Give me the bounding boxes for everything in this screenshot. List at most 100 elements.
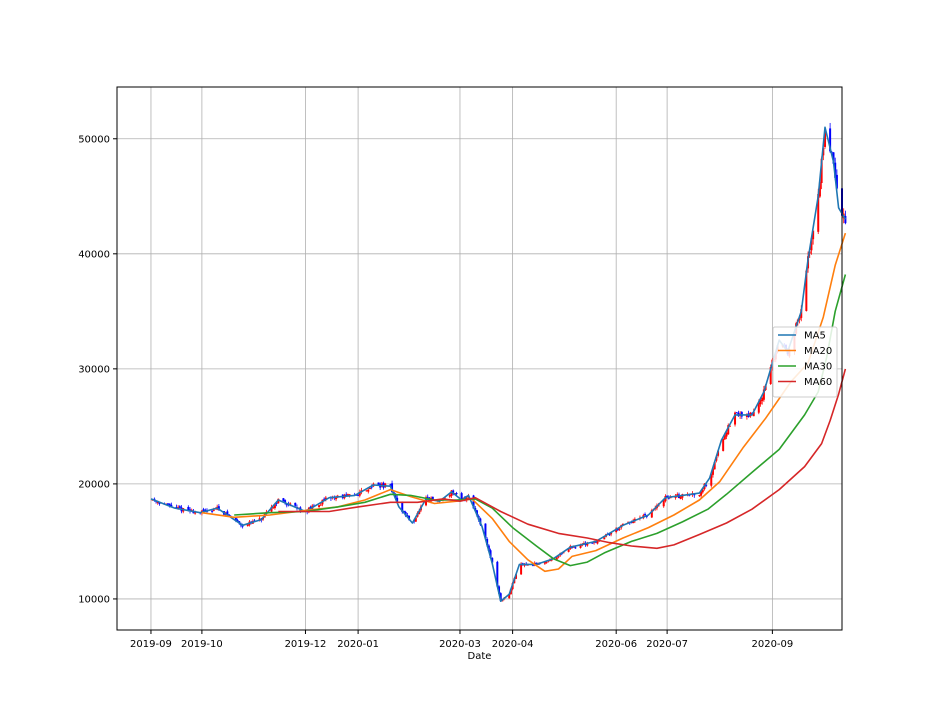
x-tick-label: 2019-10 [181, 639, 223, 650]
legend-label: MA5 [804, 331, 826, 342]
candle-body [217, 506, 220, 510]
candle-body [401, 501, 404, 512]
candle-body [272, 507, 275, 509]
candle-body [294, 502, 297, 506]
candle-body [662, 500, 665, 507]
x-axis-label: Date [468, 651, 492, 662]
candle-body [158, 502, 161, 504]
candle-body [757, 402, 760, 413]
candle-body [700, 491, 703, 496]
candle-body [812, 230, 815, 240]
candle-body [408, 515, 411, 520]
series-line-ma60 [278, 368, 847, 550]
candle-body [586, 543, 589, 546]
candle-body [562, 552, 565, 554]
candle-body [557, 556, 560, 558]
candle-body [567, 548, 570, 552]
y-tick-label: 10000 [78, 594, 110, 605]
candle-body [212, 509, 215, 511]
candle-body [187, 506, 190, 511]
candle-body [520, 563, 523, 575]
candle-body [496, 561, 499, 587]
candle-body [396, 497, 399, 502]
candle-body [370, 486, 373, 488]
x-tick-label: 2020-07 [646, 639, 688, 650]
candle-body [621, 523, 624, 525]
y-axis-ticks: 10000 20000 30000 40000 50000 [78, 134, 117, 605]
candle-body [735, 412, 738, 414]
candle-body [499, 593, 502, 601]
candle-body [175, 506, 178, 508]
candle-body [389, 484, 392, 486]
candle-body [358, 491, 361, 496]
candle-body [657, 505, 660, 507]
candle-body [824, 130, 827, 147]
legend-label: MA20 [804, 346, 832, 357]
candle-body [448, 495, 451, 497]
legend-box [772, 326, 838, 398]
candle-body [377, 482, 380, 485]
x-tick-label: 2020-01 [337, 639, 379, 650]
candle-body [178, 506, 181, 508]
y-tick-label: 20000 [78, 479, 110, 490]
series-line-ma30 [234, 274, 847, 567]
candle-body [246, 524, 249, 527]
candle-body [414, 517, 417, 522]
candle-body [484, 523, 487, 539]
candle-body [285, 504, 288, 506]
candle-body [455, 493, 458, 495]
candle-body [705, 484, 708, 486]
candle-body [450, 490, 453, 496]
candle-body [818, 182, 821, 197]
candle-body [211, 510, 214, 512]
candle-body [579, 544, 582, 548]
candle-body [608, 534, 611, 536]
series-line-ma20 [201, 232, 847, 573]
candle-body [236, 519, 239, 522]
candle-body [710, 474, 713, 486]
candle-body [596, 540, 599, 544]
candle-body [324, 497, 327, 500]
candle-body [666, 495, 669, 498]
candle-body [335, 497, 338, 500]
candle-body [820, 158, 823, 184]
candle-body [616, 529, 619, 531]
candle-body [555, 557, 558, 560]
candle-body [282, 498, 285, 501]
candle-body [644, 514, 647, 516]
y-tick-label: 40000 [78, 249, 110, 260]
candle-body [357, 494, 360, 496]
candle-body [591, 542, 594, 544]
candle-body [805, 270, 808, 311]
candle-body [817, 194, 820, 232]
x-tick-label: 2019-09 [130, 639, 172, 650]
candle-body [289, 503, 292, 505]
candle-body [234, 516, 237, 521]
candle-body [725, 432, 728, 437]
candle-body [734, 412, 737, 425]
candle-body [275, 502, 278, 504]
candle-body [226, 511, 229, 515]
candle-body [572, 546, 575, 548]
candle-body [769, 366, 772, 384]
candle-body [202, 509, 205, 511]
candle-body [701, 489, 704, 493]
candle-body [323, 498, 326, 500]
candle-body [810, 238, 813, 251]
x-tick-label: 2019-12 [285, 639, 327, 650]
candle-body [346, 494, 349, 496]
candle-body [618, 528, 621, 530]
x-tick-label: 2020-04 [492, 639, 534, 650]
candle-body [832, 152, 835, 164]
candle-body [679, 496, 682, 500]
candle-body [348, 494, 351, 496]
candle-body [204, 509, 207, 511]
candle-body [270, 506, 273, 512]
candle-body [394, 494, 397, 499]
candle-body [713, 461, 716, 470]
candle-body [722, 438, 725, 451]
grid [117, 87, 842, 630]
candle-body [345, 494, 348, 496]
candle-body [844, 215, 847, 224]
